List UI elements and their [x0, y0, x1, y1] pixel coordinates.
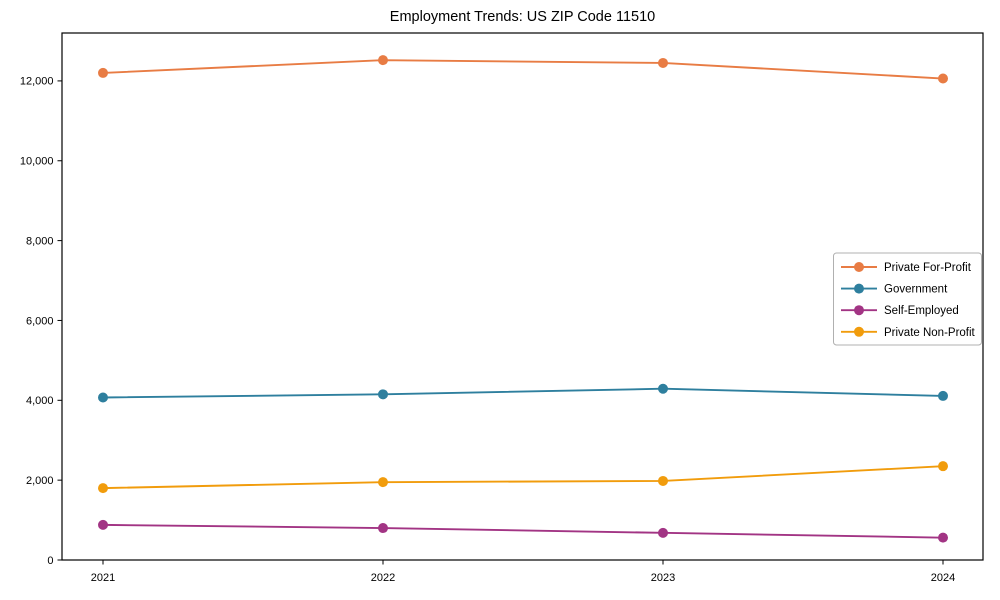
y-tick-label: 0 [47, 555, 53, 567]
legend-box [833, 252, 982, 346]
legend-label-private-for-profit: Private For-Profit [884, 262, 972, 274]
data-point-government-2024 [938, 390, 948, 401]
y-tick-label: 4,000 [26, 395, 54, 407]
y-tick-label: 12,000 [20, 76, 54, 88]
plot-border [61, 32, 984, 561]
legend-label-private-non-profit: Private Non-Profit [884, 327, 976, 339]
y-tick-label: 2,000 [26, 475, 54, 487]
x-tick-label: 2024 [931, 572, 955, 584]
x-tick-label: 2023 [651, 572, 675, 584]
y-tick-label: 10,000 [20, 156, 54, 168]
data-point-private-non-profit-2021 [98, 483, 108, 494]
data-point-government-2022 [378, 389, 388, 400]
data-point-private-non-profit-2024 [938, 461, 948, 472]
data-point-private-non-profit-2023 [658, 475, 668, 486]
data-point-private-for-profit-2023 [658, 57, 668, 68]
legend-marker-private-for-profit [854, 262, 864, 272]
x-tick-label: 2021 [91, 572, 115, 584]
data-point-self-employed-2023 [658, 527, 668, 538]
data-point-self-employed-2021 [98, 519, 108, 530]
series-line-private-for-profit [102, 59, 944, 80]
legend-label-self-employed: Self-Employed [884, 305, 959, 317]
y-tick-label: 6,000 [26, 315, 54, 327]
legend-label-government: Government [884, 284, 948, 296]
data-point-government-2023 [658, 383, 668, 394]
data-point-private-for-profit-2022 [378, 55, 388, 66]
legend-marker-private-non-profit [854, 326, 864, 337]
chart-title: Employment Trends: US ZIP Code 11510 [390, 9, 655, 25]
data-point-private-for-profit-2024 [938, 73, 948, 84]
y-tick-label: 8,000 [26, 235, 54, 247]
data-point-self-employed-2024 [938, 532, 948, 543]
data-point-private-non-profit-2022 [378, 477, 388, 488]
data-point-private-for-profit-2021 [98, 67, 108, 78]
legend-marker-self-employed [854, 305, 864, 316]
series-line-private-non-profit [102, 465, 944, 490]
series-line-government [102, 387, 944, 399]
data-point-government-2021 [98, 392, 108, 403]
legend-marker-government [854, 283, 864, 294]
x-tick-label: 2022 [371, 572, 395, 584]
series-line-self-employed [102, 523, 944, 539]
data-point-self-employed-2022 [378, 523, 388, 534]
